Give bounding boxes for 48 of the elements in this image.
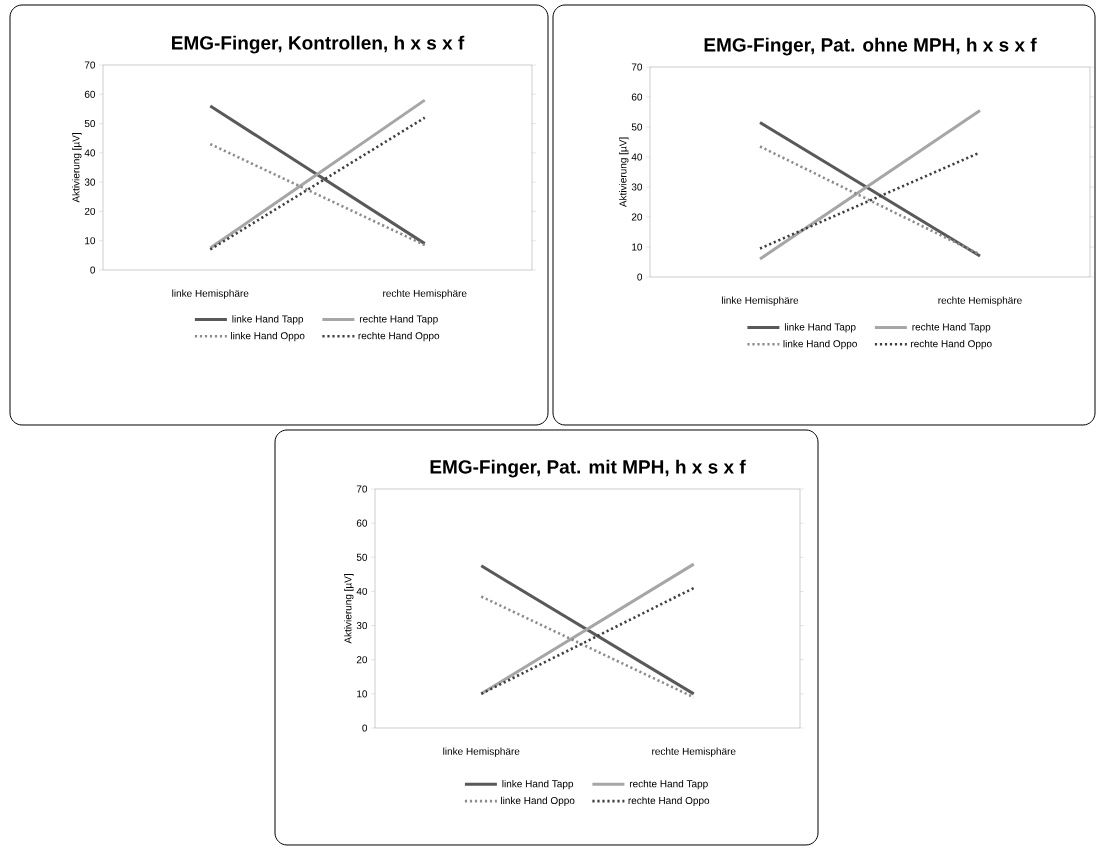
legend-label: linke Hand Tapp [784,323,856,333]
legend-label: rechte Hand Oppo [358,331,440,342]
x-tick-label: rechte Hemisphäre [383,289,467,299]
legend-label: rechte Hand Oppo [628,796,710,807]
y-tick-label: 50 [631,123,643,131]
y-axis-title: Aktivierung [µV] [72,133,82,203]
y-tick-label: 20 [631,213,643,221]
chart-title: EMG-Finger, Pat. mit MPH, h x s x f [430,459,746,478]
legend-label: linke Hand Tapp [232,315,304,325]
y-tick-label: 60 [631,93,643,101]
y-tick-label: 0 [90,266,96,274]
y-tick-label: 50 [84,120,96,128]
y-tick-label: 60 [356,519,368,527]
legend-label: rechte Hand Tapp [359,315,438,325]
x-tick-label: linke Hemisphäre [443,747,520,757]
y-tick-label: 40 [356,587,368,595]
y-tick-label: 0 [637,273,643,281]
y-axis-title: Aktivierung [µV] [619,137,629,208]
y-tick-label: 10 [632,243,643,251]
legend-label: linke Hand Oppo [783,339,857,350]
y-axis-title: Aktivierung [µV] [344,574,354,644]
x-tick-label: rechte Hemisphäre [938,296,1022,306]
y-tick-label: 70 [356,485,368,493]
y-tick-label: 40 [84,149,96,157]
legend-label: rechte Hand Oppo [911,339,992,350]
y-tick-label: 0 [362,724,368,732]
legend-label: rechte Hand Tapp [629,779,708,790]
legend-label: linke Hand Tapp [502,779,574,790]
y-tick-label: 70 [84,61,96,69]
chart-title: EMG-Finger, Kontrollen, h x s x f [172,35,465,54]
y-tick-label: 30 [631,183,643,191]
legend-label: linke Hand Oppo [231,331,305,342]
x-tick-label: linke Hemisphäre [172,289,249,299]
x-tick-label: rechte Hemisphäre [652,747,736,757]
y-tick-label: 60 [84,90,96,98]
y-tick-label: 30 [84,178,96,186]
y-tick-label: 10 [85,237,96,245]
y-tick-label: 10 [357,690,368,698]
y-tick-label: 30 [356,622,368,630]
legend-label: linke Hand Oppo [501,796,575,807]
legend-label: rechte Hand Tapp [912,323,991,333]
y-tick-label: 20 [84,207,96,215]
y-tick-label: 50 [356,553,368,561]
y-tick-label: 70 [631,63,643,71]
y-tick-label: 20 [356,656,368,664]
x-tick-label: linke Hemisphäre [722,296,799,306]
chart-title: EMG-Finger, Pat. ohne MPH, h x s x f [704,37,1037,56]
y-tick-label: 40 [631,153,643,161]
